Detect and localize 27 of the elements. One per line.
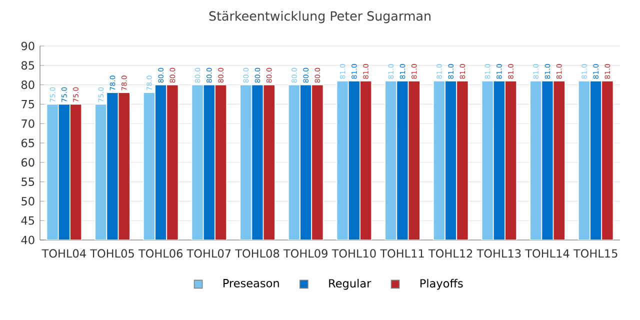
legend-label: Preseason [224,279,279,288]
y-tick-label: 75 [22,100,34,108]
x-tick-label: TOHL09 [283,249,328,258]
x-tick-label: TOHL10 [332,249,376,258]
x-tick-label: TOHL15 [573,249,618,258]
y-tick-label: 60 [22,158,34,167]
y-tick-label: 50 [22,196,34,206]
y-tick-label: 65 [22,138,34,148]
x-tick-label: TOHL07 [186,249,231,258]
y-tick-label: 45 [21,216,34,225]
y-tick-label: 40 [21,236,34,244]
x-tick-label: TOHL05 [90,249,134,258]
x-tick-label: TOHL12 [428,249,472,258]
y-tick-label: 85 [21,61,34,70]
x-tick-label: TOHL06 [138,249,182,258]
x-tick-label: TOHL08 [235,249,280,258]
y-tick-label: 70 [22,119,34,128]
x-tick-label: TOHL14 [525,249,570,258]
y-tick-label: 80 [21,80,34,90]
y-tick-label: 90 [21,42,34,50]
y-tick-label: 55 [22,178,34,186]
x-tick-label: TOHL04 [42,249,86,258]
x-tick-label: TOHL13 [476,249,521,258]
chart-title: Stärkeentwicklung Peter Sugarman [209,10,430,24]
legend-label: Regular [329,278,372,290]
x-tick-label: TOHL11 [380,249,424,258]
legend-label: Playoffs [420,278,463,290]
